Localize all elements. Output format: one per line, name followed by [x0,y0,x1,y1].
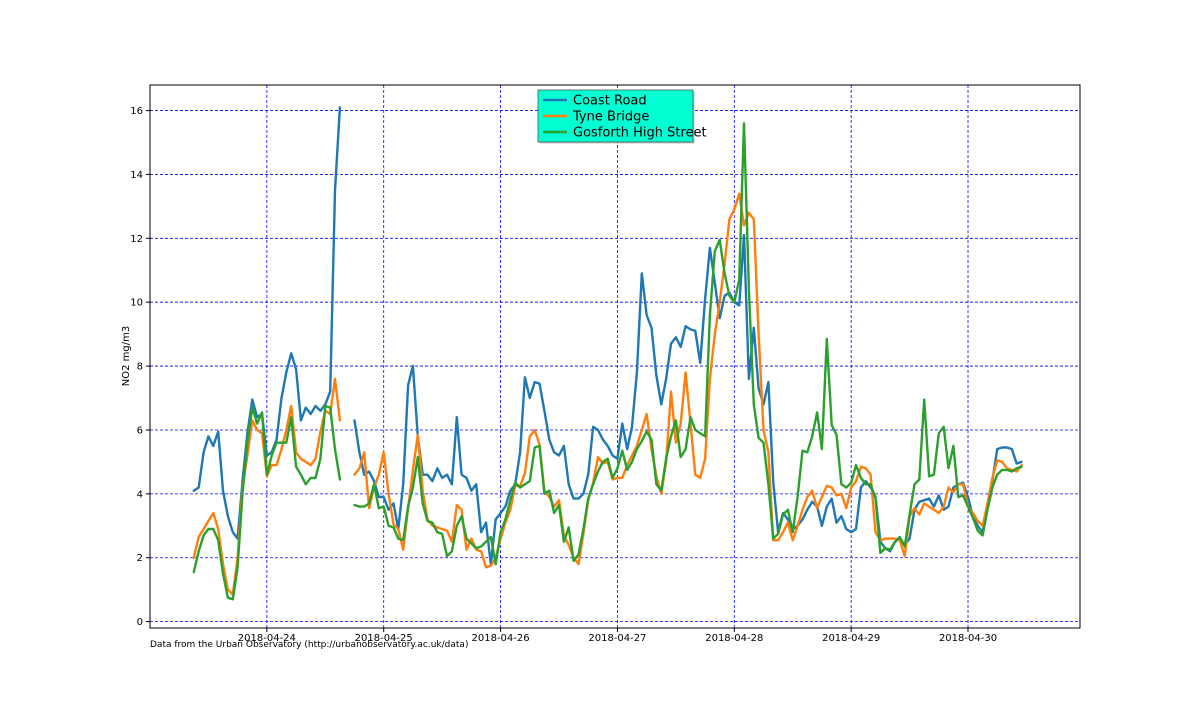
x-tick-label: 2018-04-24 [238,633,296,644]
legend-entry: Tyne Bridge [572,110,649,125]
y-tick-label: 16 [130,106,143,117]
y-tick-label: 12 [130,234,143,245]
y-axis-label: NO2 mg/m3 [121,326,132,386]
grid [150,85,1080,628]
y-axis: 0 2 4 6 8 10 12 14 16 [130,106,150,628]
y-tick-label: 4 [137,489,143,500]
y-tick-label: 10 [130,298,143,309]
x-tick-label: 2018-04-29 [822,633,880,644]
x-tick-label: 2018-04-25 [355,633,413,644]
y-tick-label: 0 [137,617,143,628]
x-tick-label: 2018-04-27 [588,633,646,644]
series-line-tyne-bridge [192,377,342,596]
series-line-gosforth-high-street [192,404,342,601]
x-tick-label: 2018-04-26 [472,633,530,644]
legend-entry: Gosforth High Street [573,126,707,141]
x-tick-label: 2018-04-28 [705,633,763,644]
y-tick-label: 2 [137,553,143,564]
series-line-gosforth-high-street [353,122,1023,566]
series-line-coast-road [192,106,342,540]
legend-entry: Coast Road [573,94,647,109]
source-footnote: Data from the Urban Observatory (http://… [150,640,468,650]
x-axis: 2018-04-24 2018-04-25 2018-04-26 2018-04-27… [238,628,997,644]
y-tick-label: 14 [130,170,143,181]
plot-frame [149,84,1081,629]
series-layer [192,106,1023,601]
y-tick-label: 6 [137,425,143,436]
y-tick-label: 8 [137,362,143,373]
x-tick-label: 2018-04-30 [939,633,997,644]
series-line-coast-road [353,233,1023,566]
